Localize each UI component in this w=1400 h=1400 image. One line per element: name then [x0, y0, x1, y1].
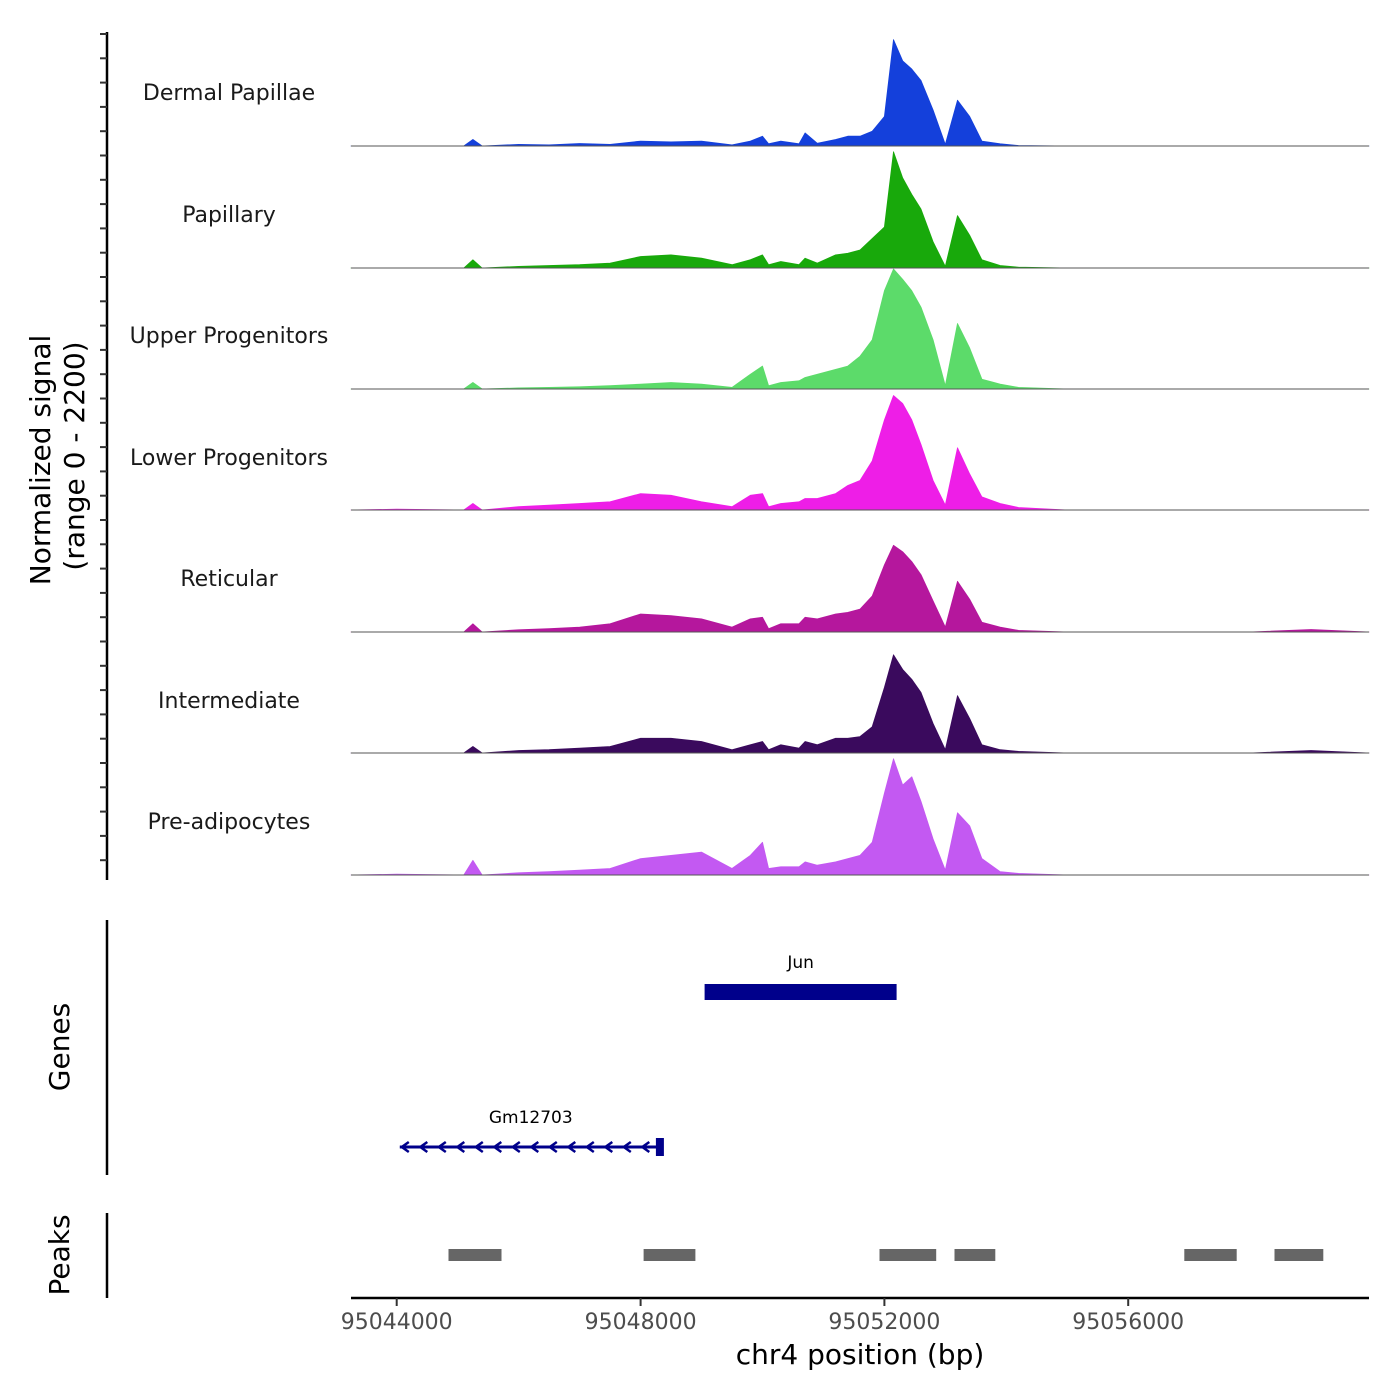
coverage-area [350, 758, 1370, 876]
peak-interval [448, 1249, 502, 1261]
coverage-tracks: Dermal Papillae Papillary Upper Progenitor… [130, 39, 1370, 876]
strand-arrow [584, 1140, 595, 1154]
strand-arrow [640, 1140, 651, 1154]
strand-arrow [547, 1140, 558, 1154]
coverage-track: Papillary [182, 151, 1370, 269]
genes-panel: Genes Jun Gm12703 [43, 920, 897, 1175]
strand-arrow [455, 1140, 466, 1154]
coverage-track: Upper Progenitors [130, 268, 1370, 390]
peaks-layer [448, 1249, 1324, 1261]
gene-exon [704, 984, 897, 1000]
track-label: Intermediate [158, 689, 300, 714]
coverage-track: Reticular [180, 544, 1370, 633]
x-tick-label: 95056000 [1072, 1310, 1184, 1335]
coverage-area [350, 151, 1370, 269]
peak-interval [1274, 1249, 1324, 1261]
x-axis: 95044000 95048000 95052000 95056000 chr4 po… [341, 1296, 1369, 1371]
coverage-area [350, 39, 1370, 147]
track-label: Dermal Papillae [143, 81, 315, 106]
coverage-track: Intermediate [158, 654, 1370, 754]
peaks-panel: Peaks [43, 1213, 1324, 1298]
gene-model: Gm12703 [399, 1108, 664, 1156]
genes-ylabel: Genes [43, 1003, 76, 1091]
track-label: Upper Progenitors [130, 324, 329, 349]
track-label: Lower Progenitors [130, 446, 328, 471]
track-label: Reticular [180, 567, 278, 592]
peak-interval [879, 1249, 937, 1261]
coverage-track: Pre-adipocytes [148, 758, 1370, 876]
coverage-area [350, 544, 1370, 633]
coverage-area [350, 395, 1370, 511]
strand-arrow [621, 1140, 632, 1154]
coverage-track: Lower Progenitors [130, 395, 1370, 511]
coverage-area [350, 654, 1370, 754]
strand-arrow [510, 1140, 521, 1154]
gene-model: Jun [704, 953, 897, 1000]
coverage-panel: Dermal Papillae Papillary Upper Progenitor… [24, 32, 1370, 880]
coverage-y-ticks [100, 33, 107, 862]
strand-arrow [529, 1140, 540, 1154]
strand-arrow [492, 1140, 503, 1154]
x-tick-label: 95048000 [585, 1310, 697, 1335]
track-label: Pre-adipocytes [148, 810, 311, 835]
coverage-ylabel-line2: (range 0 - 2200) [58, 341, 91, 570]
strand-arrow [436, 1140, 447, 1154]
gene-exon [655, 1138, 664, 1156]
coverage-area [350, 268, 1370, 390]
strand-arrow [473, 1140, 484, 1154]
peak-interval [643, 1249, 696, 1261]
coverage-track: Dermal Papillae [143, 39, 1370, 147]
x-axis-title: chr4 position (bp) [736, 1338, 985, 1371]
strand-arrow [399, 1140, 410, 1154]
genes-layer: Jun Gm12703 [399, 953, 897, 1156]
coverage-ylabel-line1: Normalized signal [24, 335, 57, 586]
x-tick-label: 95052000 [828, 1310, 940, 1335]
peak-interval [1184, 1249, 1237, 1261]
strand-arrow [603, 1140, 614, 1154]
track-label: Papillary [182, 203, 276, 228]
peak-interval [954, 1249, 996, 1261]
x-tick-label: 95044000 [341, 1310, 453, 1335]
x-ticks: 95044000 95048000 95052000 95056000 [341, 1298, 1184, 1335]
strand-arrow [566, 1140, 577, 1154]
peaks-ylabel: Peaks [43, 1214, 76, 1295]
strand-arrow [418, 1140, 429, 1154]
gene-label: Jun [786, 953, 814, 973]
gene-label: Gm12703 [489, 1108, 573, 1128]
